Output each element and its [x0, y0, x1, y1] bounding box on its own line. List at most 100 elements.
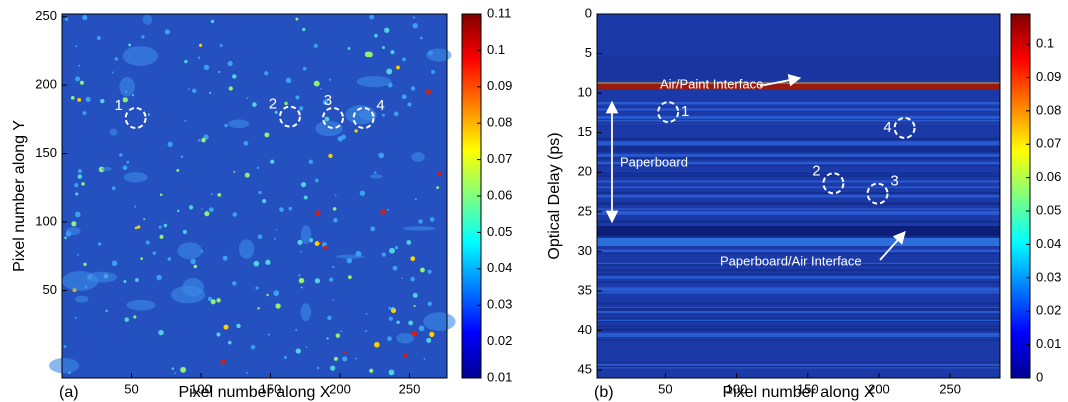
texture: [396, 65, 400, 70]
texture: [407, 102, 412, 107]
texture: [109, 128, 118, 136]
texture: [77, 253, 79, 256]
texture: [158, 225, 162, 229]
texture: [111, 186, 116, 191]
texture: [74, 183, 79, 188]
marker-label: 3: [890, 173, 898, 190]
texture: [227, 340, 232, 345]
texture: [308, 159, 313, 164]
texture: [216, 332, 221, 337]
y-tick-label: 200: [35, 77, 57, 92]
texture: [333, 356, 338, 361]
texture: [177, 209, 180, 213]
y-tick-label: 0: [585, 5, 592, 20]
texture: [315, 210, 321, 216]
texture: [119, 76, 135, 97]
texture: [134, 226, 138, 230]
texture: [295, 95, 300, 100]
texture: [300, 250, 302, 253]
texture: [105, 309, 108, 312]
texture: [222, 255, 228, 261]
texture: [425, 89, 432, 95]
texture: [314, 178, 319, 183]
texture: [228, 119, 250, 129]
texture: [111, 260, 118, 267]
texture: [408, 320, 414, 326]
texture: [359, 190, 366, 196]
colorbar-tick-label: 0.06: [1036, 169, 1061, 184]
texture: [382, 45, 385, 49]
texture: [414, 198, 417, 201]
x-axis-label: Pixel number along X: [178, 384, 330, 401]
x-axis-label: Pixel number along X: [722, 384, 874, 401]
texture: [418, 219, 423, 224]
marker-circle: [893, 116, 916, 139]
marker-circle: [866, 182, 889, 205]
y-tick-label: 250: [35, 8, 57, 23]
texture: [75, 45, 78, 48]
texture: [66, 227, 81, 236]
texture: [262, 199, 267, 204]
texture: [329, 78, 332, 81]
colorbar-tick-label: 0.01: [1036, 336, 1061, 351]
texture: [273, 290, 280, 297]
texture: [122, 97, 128, 103]
colorbar-tick-label: 0.09: [487, 78, 512, 93]
texture: [342, 356, 348, 362]
texture: [340, 330, 343, 333]
texture: [392, 265, 398, 271]
texture: [176, 168, 180, 172]
texture: [365, 330, 368, 333]
texture: [167, 257, 172, 261]
texture: [78, 64, 81, 67]
texture: [275, 228, 278, 231]
texture: [334, 194, 337, 197]
texture: [332, 207, 337, 211]
texture: [119, 153, 123, 157]
texture: [329, 277, 334, 282]
colorbar-tick-label: 0.07: [487, 151, 512, 166]
texture: [142, 14, 153, 25]
marker-circle: [322, 107, 345, 129]
texture: [208, 207, 214, 213]
y-tick-label: 10: [578, 85, 592, 100]
texture: [188, 88, 190, 91]
texture: [100, 98, 105, 104]
texture: [219, 43, 223, 47]
texture: [184, 119, 187, 122]
colorbar-tick-label: 0.03: [487, 297, 512, 312]
y-tick-label: 25: [578, 203, 592, 218]
texture: [82, 111, 87, 115]
texture: [320, 88, 323, 90]
y-tick-label: 100: [35, 213, 57, 228]
texture: [374, 171, 377, 174]
texture: [381, 113, 385, 117]
texture: [370, 174, 383, 179]
texture: [199, 43, 203, 47]
texture: [370, 226, 376, 232]
y-tick-label: 5: [585, 45, 592, 60]
texture: [75, 192, 79, 196]
texture: [258, 190, 262, 195]
annotation: Paperboard: [620, 154, 688, 169]
texture: [246, 371, 249, 374]
texture: [147, 113, 151, 116]
texture: [188, 205, 194, 210]
texture: [244, 172, 250, 178]
texture: [324, 116, 330, 122]
texture: [236, 323, 241, 329]
texture: [77, 174, 83, 179]
texture: [228, 86, 233, 91]
x-tick-label: 250: [939, 381, 961, 396]
texture: [63, 345, 67, 349]
y-tick-label: 50: [43, 282, 57, 297]
texture: [300, 225, 312, 245]
texture: [190, 258, 196, 265]
texture: [295, 17, 299, 21]
texture: [305, 346, 308, 348]
texture: [223, 324, 229, 330]
texture: [252, 102, 257, 107]
texture: [378, 152, 385, 159]
texture: [134, 278, 139, 282]
texture: [167, 141, 173, 147]
